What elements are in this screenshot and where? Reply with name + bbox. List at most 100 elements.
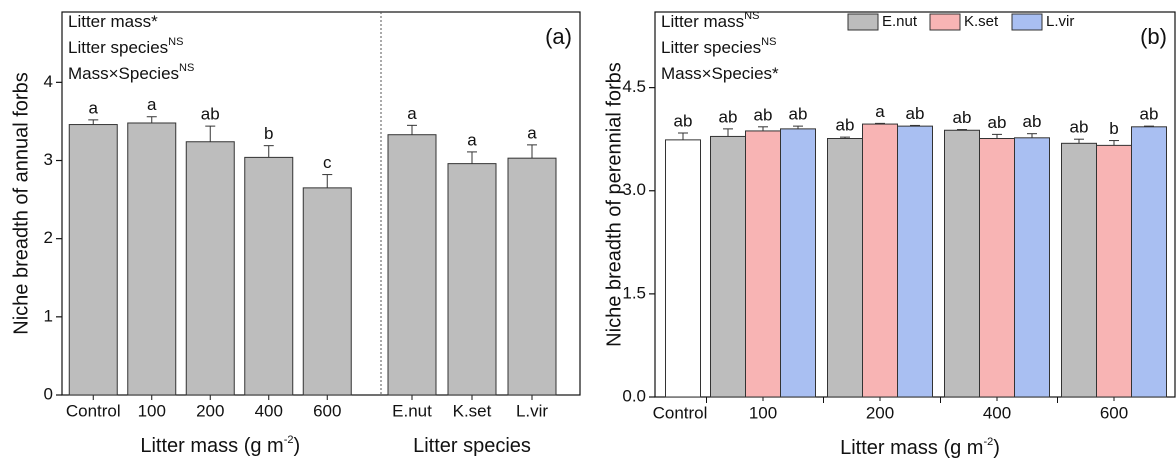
significance-letter: a [407, 104, 417, 123]
x-axis-label-main: Litter mass (g m [840, 437, 983, 459]
y-tick-label: 4.5 [622, 77, 646, 96]
x-tick-label: L.vir [516, 401, 548, 420]
bar [185, 141, 235, 396]
annotation-main: Litter mass* [68, 12, 158, 31]
significance-letter: ab [1070, 118, 1089, 137]
bar [827, 138, 863, 398]
significance-letter: a [467, 130, 477, 149]
x-axis-label: Litter mass (g m-2) [840, 436, 1000, 459]
bar [1131, 126, 1167, 398]
x-axis-label-main: Litter mass (g m [140, 435, 283, 457]
bar [1061, 142, 1097, 398]
y-tick-label: 0 [44, 384, 53, 403]
significance-letter: b [1109, 119, 1118, 138]
legend-swatch [1011, 13, 1043, 31]
annotation-sup: NS [761, 36, 776, 48]
bar [68, 124, 118, 396]
y-tick-label: 2 [44, 228, 53, 247]
significance-letter: ab [201, 105, 220, 124]
panel-label: (b) [1140, 24, 1167, 49]
bar [387, 134, 437, 396]
x-tick-label: 600 [313, 401, 341, 420]
significance-letter: ab [836, 116, 855, 135]
x-tick-label: 400 [983, 403, 1011, 422]
x-tick-label: 200 [866, 403, 894, 422]
bar [447, 163, 497, 396]
x-axis-label-tail: ) [993, 437, 1000, 459]
y-tick-label: 3.0 [622, 180, 646, 199]
annotation-sup: NS [168, 36, 183, 48]
significance-letter: a [147, 95, 157, 114]
bar [944, 129, 980, 398]
annotation: Litter mass* [68, 12, 158, 31]
y-tick-label: 0.0 [622, 386, 646, 405]
x-tick-label: Control [653, 403, 708, 422]
bar [1014, 137, 1050, 398]
legend-label: K.set [964, 13, 999, 30]
annotation-main: Mass×Species* [661, 64, 779, 83]
x-axis-label: Litter species [413, 435, 531, 457]
legend-swatch [929, 13, 961, 31]
bar [979, 138, 1015, 398]
significance-letter: ab [789, 105, 808, 124]
annotation-main: Litter species [68, 38, 168, 57]
annotation: Mass×Species* [661, 64, 779, 83]
annotation-main: Mass×Species [68, 64, 179, 83]
x-tick-label: E.nut [392, 401, 432, 420]
annotation-main: Litter species [661, 38, 761, 57]
y-tick-label: 4 [44, 72, 53, 91]
legend-swatch [847, 13, 879, 31]
bar [244, 156, 294, 396]
annotation-main: Litter mass [661, 12, 744, 31]
bar [862, 123, 898, 398]
x-axis-label-tail: ) [293, 435, 300, 457]
legend-label: L.vir [1046, 13, 1074, 30]
x-axis-label-sup: -2 [983, 436, 993, 448]
annotation: Litter speciesNS [661, 36, 776, 58]
bar [127, 122, 177, 396]
x-axis-label-sup: -2 [284, 434, 294, 446]
bar [507, 157, 557, 396]
annotation: Litter massNS [661, 10, 759, 32]
significance-letter: c [323, 153, 332, 172]
x-axis-label: Litter mass (g m-2) [140, 434, 300, 457]
y-tick-label: 1 [44, 306, 53, 325]
significance-letter: a [89, 98, 99, 117]
y-axis-label: Niche breadth of perennial forbs [603, 62, 625, 347]
significance-letter: ab [906, 104, 925, 123]
bar [897, 125, 933, 398]
x-tick-label: 100 [749, 403, 777, 422]
bar [665, 139, 701, 398]
significance-letter: ab [754, 105, 773, 124]
y-axis-label: Niche breadth of annual forbs [10, 72, 32, 334]
bar [710, 135, 746, 398]
x-axis-label-main: Litter species [413, 435, 531, 457]
bar [745, 130, 781, 398]
y-tick-label: 1.5 [622, 283, 646, 302]
panel-label: (a) [545, 24, 572, 49]
annotation: Litter speciesNS [68, 36, 183, 58]
significance-letter: ab [719, 107, 738, 126]
bar [780, 128, 816, 398]
x-tick-label: Control [66, 401, 121, 420]
significance-letter: ab [674, 111, 693, 130]
annotation-sup: NS [179, 62, 194, 74]
annotation: Mass×SpeciesNS [68, 62, 194, 84]
bar [302, 187, 352, 396]
significance-letter: ab [988, 113, 1007, 132]
significance-letter: a [527, 123, 537, 142]
x-tick-label: 400 [255, 401, 283, 420]
significance-letter: b [264, 124, 273, 143]
y-tick-label: 3 [44, 150, 53, 169]
bar [1096, 144, 1132, 398]
significance-letter: a [875, 102, 885, 121]
x-tick-label: 100 [138, 401, 166, 420]
x-tick-label: K.set [453, 401, 492, 420]
annotation-sup: NS [744, 10, 759, 22]
significance-letter: ab [1023, 112, 1042, 131]
significance-letter: ab [1140, 105, 1159, 124]
significance-letter: ab [953, 108, 972, 127]
x-tick-label: 600 [1100, 403, 1128, 422]
